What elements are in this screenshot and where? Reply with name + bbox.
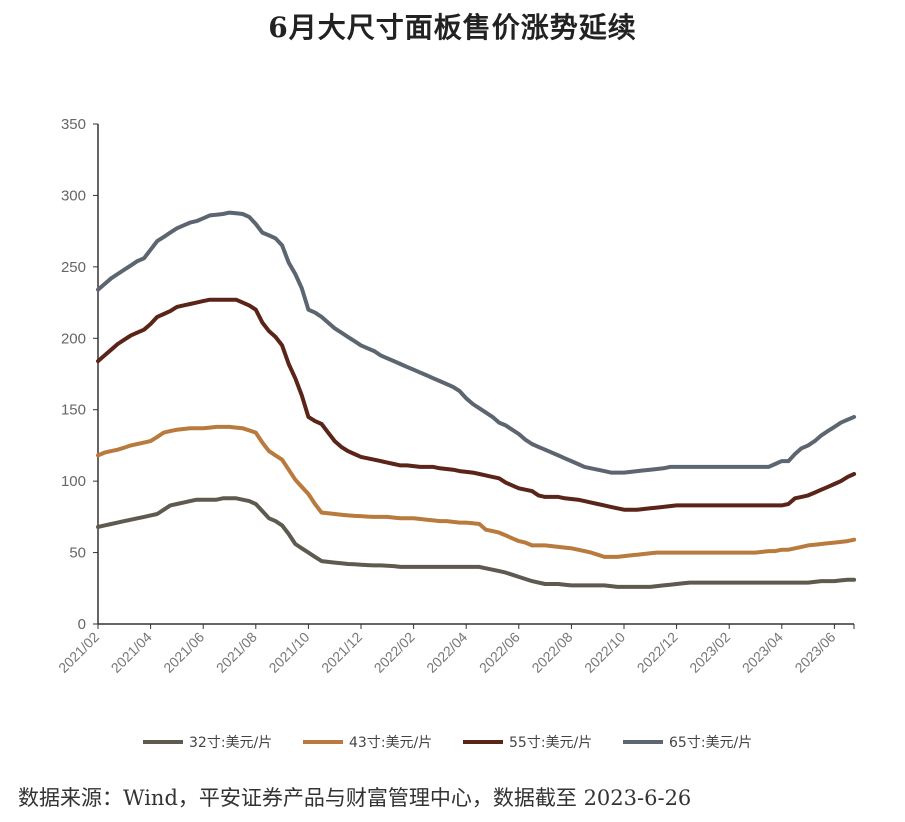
legend-label: 32寸:美元/片 [189,735,272,751]
series-line-2 [96,424,857,559]
y-tick-label: 150 [61,402,86,419]
y-tick-label: 300 [61,187,86,204]
x-tick-label: 2022/08 [528,629,575,676]
x-tick-label: 2021/08 [213,629,260,676]
x-tick-label: 2023/06 [791,629,838,676]
x-tick-label: 2021/02 [55,629,102,676]
y-tick-label: 0 [78,616,86,633]
y-tick-label: 250 [61,259,86,276]
y-tick-label: 200 [61,330,86,347]
legend-label: 65寸:美元/片 [669,735,752,751]
y-tick-label: 100 [61,473,86,490]
legend: 32寸:美元/片 43寸:美元/片 55寸:美元/片 65寸:美元/片 [143,735,752,751]
chart-title: 6月大尺寸面板售价涨势延续 [268,11,637,44]
y-axis: 0 50 100 150 200 250 300 350 [61,116,99,633]
x-axis: 2021/02 2021/04 2021/06 2021/08 2021/10 2021/… [55,623,855,676]
series-line-3 [96,297,857,512]
series-line-1 [96,496,857,589]
x-tick-label: 2021/12 [318,629,365,676]
legend-label: 43寸:美元/片 [349,735,432,751]
x-tick-label: 2022/10 [581,629,628,676]
legend-label: 55寸:美元/片 [509,735,592,751]
series-lines [96,210,857,589]
x-tick-label: 2022/12 [634,629,681,676]
x-tick-label: 2022/06 [476,629,523,676]
x-tick-label: 2023/04 [739,629,786,676]
x-tick-label: 2022/04 [423,629,470,676]
x-tick-label: 2021/06 [160,629,207,676]
source-note: 数据来源：Wind，平安证券产品与财富管理中心，数据截至 2023-6-26 [18,786,692,810]
x-tick-label: 2021/10 [265,629,312,676]
y-tick-label: 50 [69,545,86,562]
x-tick-label: 2022/02 [371,629,418,676]
y-tick-label: 350 [61,116,86,133]
x-tick-label: 2021/04 [108,629,155,676]
x-tick-label: 2023/02 [686,629,733,676]
series-line-4 [96,210,857,475]
